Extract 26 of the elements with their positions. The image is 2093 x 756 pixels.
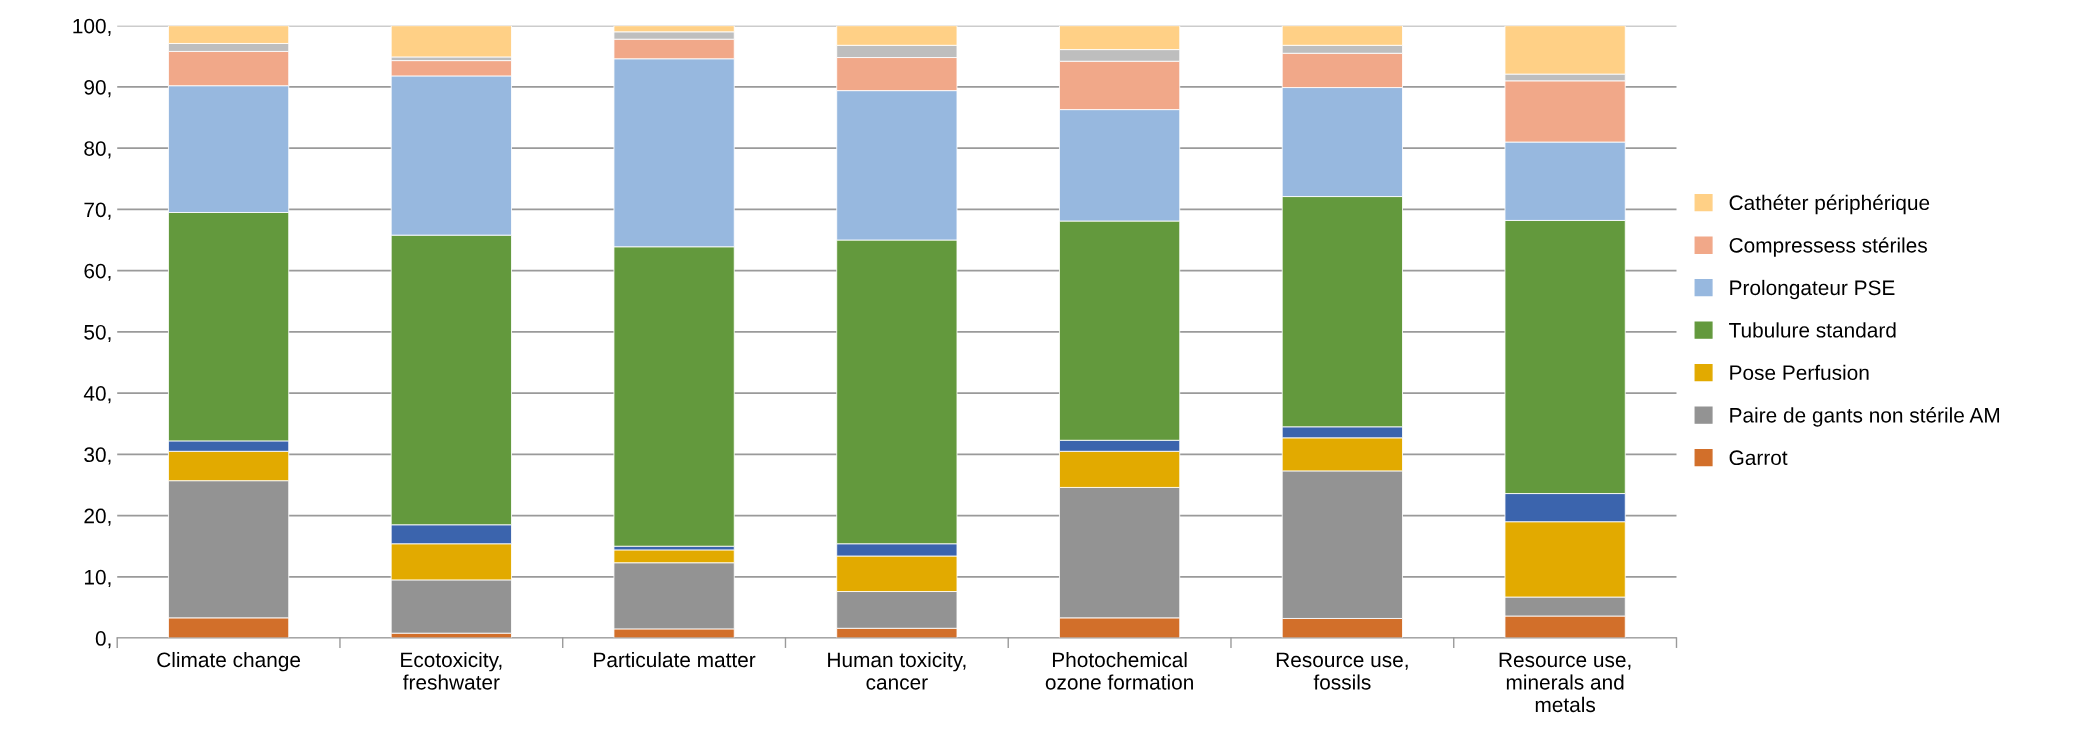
y-tick-label: 0, bbox=[95, 631, 111, 649]
x-tick-label: Climate change bbox=[157, 651, 301, 672]
legend-label: Tubulure standard bbox=[1729, 322, 1896, 338]
x-tick-label: Human toxicity, cancer bbox=[828, 651, 966, 690]
legend-label: Compressess stériles bbox=[1729, 237, 1927, 257]
y-tick-label: 40, bbox=[83, 386, 111, 404]
x-tick-label: Photochemical ozone formation bbox=[1045, 651, 1193, 690]
y-tick-label: 100, bbox=[73, 18, 111, 36]
y-tick-label: 90, bbox=[84, 79, 111, 98]
x-tick-label: Particulate matter bbox=[594, 651, 756, 668]
x-tick-label: Ecotoxicity, freshwater bbox=[401, 651, 502, 690]
legend-label: Cathéter périphérique bbox=[1729, 194, 1930, 215]
y-tick-label: 70, bbox=[84, 202, 111, 220]
y-tick-label: 60, bbox=[84, 263, 111, 281]
y-tick-label: 50, bbox=[84, 324, 111, 343]
x-tick-label: Resource use, fossils bbox=[1276, 652, 1408, 690]
y-tick-label: 30, bbox=[84, 447, 111, 465]
legend-label: Prolongateur PSE bbox=[1730, 279, 1895, 300]
legend-label: Garrot bbox=[1729, 450, 1788, 466]
legend-label: Pose Perfusion bbox=[1730, 364, 1869, 381]
bar bbox=[390, 25, 512, 58]
x-tick-label: Resource use, minerals and metals bbox=[1499, 652, 1631, 713]
y-tick-label: 80, bbox=[84, 141, 111, 159]
y-tick-label: 10, bbox=[84, 569, 111, 588]
legend-label: Paire de gants non stérile AM bbox=[1730, 407, 2000, 427]
y-tick-label: 20, bbox=[84, 508, 111, 526]
